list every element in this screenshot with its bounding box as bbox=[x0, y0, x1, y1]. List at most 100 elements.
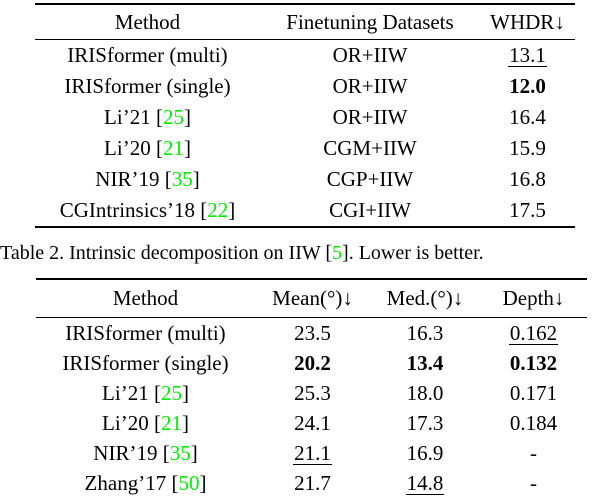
value-cell: 23.5 bbox=[255, 318, 370, 349]
value-text: OR+IIW bbox=[332, 43, 408, 67]
method-name: Li’20 bbox=[102, 410, 149, 435]
table-row: NIR’19 [35] CGP+IIW 16.8 bbox=[35, 164, 575, 195]
value-cell: 16.3 bbox=[370, 318, 480, 349]
value-cell: 21.7 bbox=[255, 468, 370, 498]
method-name: IRISformer (multi) bbox=[65, 320, 226, 345]
value-cell: 12.0 bbox=[480, 71, 575, 102]
table-row: Zhang’17 [50] 21.7 14.8 - bbox=[36, 468, 587, 498]
caption-citation-ref[interactable]: 5 bbox=[332, 242, 343, 264]
method-cell: IRISformer (single) bbox=[36, 348, 255, 378]
citation-bracket: ] bbox=[181, 410, 189, 435]
method-name: IRISformer (single) bbox=[62, 350, 229, 375]
citation-bracket: ] bbox=[183, 105, 191, 129]
column-header: Method bbox=[112, 286, 179, 310]
table-row: Li’20 [21] CGM+IIW 15.9 bbox=[35, 133, 575, 164]
value-cell: 0.171 bbox=[480, 378, 587, 408]
column-header: Finetuning Datasets bbox=[286, 9, 454, 34]
method-name: Zhang’17 bbox=[84, 470, 167, 495]
citation-bracket: [ bbox=[150, 105, 163, 129]
citation-bracket: ] bbox=[199, 470, 207, 495]
value-cell: - bbox=[480, 438, 587, 468]
citation-ref[interactable]: 22 bbox=[207, 198, 229, 222]
citation-ref[interactable]: 35 bbox=[171, 167, 193, 191]
value-text: 16.4 bbox=[509, 105, 546, 129]
citation-ref[interactable]: 25 bbox=[162, 105, 184, 129]
value-text: 15.9 bbox=[509, 136, 546, 160]
citation-bracket: [ bbox=[157, 440, 170, 465]
value-cell: CGM+IIW bbox=[260, 133, 480, 164]
citation-bracket: [ bbox=[148, 380, 161, 405]
method-cell: IRISformer (multi) bbox=[35, 40, 260, 72]
method-cell: Li’20 [21] bbox=[36, 408, 255, 438]
value-text: 24.1 bbox=[294, 410, 331, 435]
value-text: 0.162 bbox=[508, 320, 559, 345]
table-row: Li’21 [25] OR+IIW 16.4 bbox=[35, 102, 575, 133]
citation-ref[interactable]: 25 bbox=[160, 380, 182, 405]
value-text: CGP+IIW bbox=[326, 167, 414, 191]
column-header: Mean(°)↓ bbox=[272, 286, 353, 310]
value-text: CGI+IIW bbox=[329, 198, 411, 222]
method-cell: Li’21 [25] bbox=[35, 102, 260, 133]
citation-bracket: [ bbox=[159, 167, 172, 191]
value-cell: OR+IIW bbox=[260, 102, 480, 133]
value-text: 17.3 bbox=[406, 410, 444, 435]
value-cell: CGP+IIW bbox=[260, 164, 480, 195]
citation-ref[interactable]: 50 bbox=[178, 470, 200, 495]
value-cell: 0.132 bbox=[480, 348, 587, 378]
citation-ref[interactable]: 35 bbox=[169, 440, 191, 465]
citation-bracket: [ bbox=[195, 198, 208, 222]
value-text: 13.4 bbox=[406, 350, 444, 375]
citation-ref[interactable]: 21 bbox=[160, 410, 182, 435]
value-cell: 14.8 bbox=[370, 468, 480, 498]
caption-text-suffix: ]. Lower is better. bbox=[342, 242, 484, 264]
value-text: 16.3 bbox=[406, 320, 444, 345]
value-cell: 18.0 bbox=[370, 378, 480, 408]
method-cell: Li’21 [25] bbox=[36, 378, 255, 408]
value-cell: 0.162 bbox=[480, 318, 587, 349]
value-text: 0.171 bbox=[509, 380, 558, 405]
method-name: IRISformer (multi) bbox=[67, 43, 228, 67]
value-text: OR+IIW bbox=[332, 105, 408, 129]
iiw-intrinsic-decomposition-table: Method Finetuning Datasets WHDR↓ IRISforme… bbox=[35, 3, 575, 228]
method-name: Li’21 bbox=[102, 380, 149, 405]
value-cell: OR+IIW bbox=[260, 71, 480, 102]
value-text: 23.5 bbox=[294, 320, 331, 345]
value-cell: 15.9 bbox=[480, 133, 575, 164]
citation-bracket: [ bbox=[150, 136, 163, 160]
paper-results-panel: Method Finetuning Datasets WHDR↓ IRISforme… bbox=[0, 3, 606, 501]
citation-bracket: ] bbox=[181, 380, 189, 405]
value-text: 18.0 bbox=[406, 380, 444, 405]
method-name: NIR’19 bbox=[95, 167, 160, 191]
table-row: IRISformer (multi) 23.5 16.3 0.162 bbox=[36, 318, 587, 349]
value-cell: 0.184 bbox=[480, 408, 587, 438]
column-header: Depth↓ bbox=[502, 286, 565, 310]
value-cell: 13.1 bbox=[480, 40, 575, 72]
value-text: 0.184 bbox=[509, 410, 558, 435]
value-text: - bbox=[530, 470, 537, 495]
value-text: CGM+IIW bbox=[323, 136, 417, 160]
value-cell: - bbox=[480, 468, 587, 498]
value-cell: 20.2 bbox=[255, 348, 370, 378]
value-cell: 21.1 bbox=[255, 438, 370, 468]
column-header: Med.(°)↓ bbox=[386, 286, 464, 310]
value-cell: OR+IIW bbox=[260, 40, 480, 72]
value-text: 25.3 bbox=[294, 380, 331, 405]
citation-bracket: [ bbox=[166, 470, 179, 495]
citation-bracket: [ bbox=[148, 410, 161, 435]
citation-ref[interactable]: 21 bbox=[162, 136, 184, 160]
value-text: 0.132 bbox=[509, 350, 558, 375]
table-row: CGIntrinsics’18 [22] CGI+IIW 17.5 bbox=[35, 195, 575, 227]
value-cell: 13.4 bbox=[370, 348, 480, 378]
table-row: Li’21 [25] 25.3 18.0 0.171 bbox=[36, 378, 587, 408]
table-row: IRISformer (single) OR+IIW 12.0 bbox=[35, 71, 575, 102]
value-text: OR+IIW bbox=[332, 74, 408, 98]
method-cell: IRISformer (single) bbox=[35, 71, 260, 102]
table-row: Li’20 [21] 24.1 17.3 0.184 bbox=[36, 408, 587, 438]
value-cell: 25.3 bbox=[255, 378, 370, 408]
citation-bracket: ] bbox=[228, 198, 236, 222]
table-caption: Table 2. Intrinsic decomposition on IIW … bbox=[0, 240, 606, 266]
value-cell: 17.3 bbox=[370, 408, 480, 438]
method-name: CGIntrinsics’18 bbox=[59, 198, 196, 222]
value-cell: 24.1 bbox=[255, 408, 370, 438]
caption-text: Table 2. Intrinsic decomposition on IIW … bbox=[0, 242, 333, 264]
